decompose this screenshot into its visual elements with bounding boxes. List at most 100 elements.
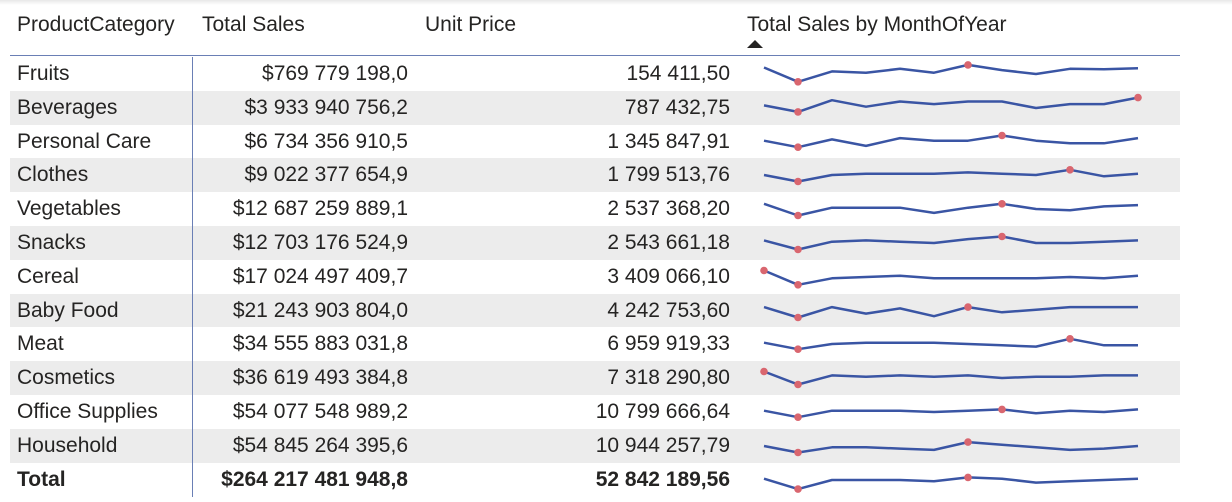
cell-total-sales: $769 779 198,0 <box>262 62 408 85</box>
sparkline-marker <box>998 200 1006 208</box>
sparkline-marker <box>794 313 802 321</box>
cell-product-category: Vegetables <box>17 197 121 221</box>
sparkline <box>760 367 1138 389</box>
sparkline <box>763 93 1142 116</box>
cell-product-category: Meat <box>17 332 64 356</box>
table-row[interactable]: Cereal $17 024 497 409,7 3 409 066,10 <box>10 260 1180 294</box>
cell-unit-price: 4 242 753,60 <box>607 298 730 322</box>
sparkline-marker <box>794 78 802 86</box>
sparkline <box>763 438 1139 457</box>
sparkline-series <box>763 337 1138 351</box>
header-product-category[interactable]: ProductCategory <box>17 13 175 36</box>
sparkline-series <box>763 63 1139 84</box>
cell-total-sales: $21 243 903 804,0 <box>232 298 408 322</box>
cell-unit-price: 154 411,50 <box>626 62 730 85</box>
sparkline-series <box>763 305 1138 319</box>
cell-unit-price: 2 543 661,18 <box>607 230 730 254</box>
sparkline <box>763 200 1139 220</box>
visual-top-edge <box>0 0 1232 5</box>
sparkline-marker <box>998 232 1006 241</box>
sparkline-marker <box>794 484 802 493</box>
sparkline-series <box>763 235 1139 251</box>
cell-unit-price: 787 432,75 <box>624 95 730 119</box>
sparkline-marker <box>998 405 1006 414</box>
cell-total-sales: $54 077 548 989,2 <box>232 399 408 423</box>
table-row[interactable]: Baby Food $21 243 903 804,0 4 242 753,60 <box>10 293 1180 328</box>
cell-product-category: Clothes <box>17 163 89 187</box>
table-row[interactable]: Cosmetics $36 619 493 384,8 7 318 290,80 <box>10 361 1180 395</box>
table-row[interactable]: Office Supplies $54 077 548 989,2 10 799 6… <box>10 395 1180 429</box>
sparkline-series <box>763 440 1139 454</box>
sparkline <box>763 61 1139 86</box>
header-sparkline[interactable]: Total Sales by MonthOfYear <box>747 13 1007 36</box>
cell-unit-price: 6 959 919,33 <box>607 332 730 356</box>
cell-total-sales: $54 845 264 395,6 <box>232 433 408 457</box>
cell-unit-price: 1 799 513,76 <box>607 163 730 187</box>
column-divider <box>192 57 193 497</box>
sparkline-series <box>763 475 1139 490</box>
cell-total-sales: $3 933 940 756,2 <box>244 95 409 119</box>
sparkline <box>760 266 1139 289</box>
cell-product-category: Snacks <box>17 230 86 254</box>
sparkline-marker <box>1066 166 1074 174</box>
sparkline-marker <box>794 211 802 220</box>
cell-total-sales: $17 024 497 409,7 <box>232 264 408 288</box>
sparkline-marker <box>794 345 802 354</box>
cell-unit-price: 1 345 847,91 <box>607 129 730 153</box>
cell-total-sales: $36 619 493 384,8 <box>232 366 408 390</box>
sparkline-marker <box>760 367 768 376</box>
sparkline-series <box>763 370 1138 386</box>
sparkline-marker <box>794 448 802 457</box>
table-row[interactable]: Clothes $9 022 377 654,9 1 799 513,76 <box>10 158 1180 193</box>
header-total-sales[interactable]: Total Sales <box>202 13 305 36</box>
cell-total-sales: $34 555 883 031,8 <box>232 332 408 356</box>
cell-product-category: Household <box>17 433 118 457</box>
sparkline <box>763 335 1138 354</box>
table-row[interactable]: Beverages $3 933 940 756,2 787 432,75 <box>10 90 1180 125</box>
cell-unit-price: 3 409 066,10 <box>607 264 730 288</box>
sparkline <box>763 166 1139 186</box>
cell-unit-price: 52 842 189,56 <box>595 467 730 491</box>
sparkline-marker <box>794 380 802 389</box>
cell-total-sales: $264 217 481 948,8 <box>221 467 408 491</box>
cell-product-category: Personal Care <box>17 129 152 153</box>
sparkline-series <box>763 168 1139 184</box>
cell-product-category: Office Supplies <box>17 399 158 423</box>
total-row[interactable]: Total $264 217 481 948,8 52 842 189,56 <box>10 463 1180 497</box>
sparkline-marker <box>964 61 972 69</box>
table-header: ProductCategory Total Sales Unit Price T… <box>0 0 1232 58</box>
sparkline-marker <box>794 245 802 254</box>
sparkline-marker <box>794 413 802 421</box>
cell-product-category: Total <box>17 467 66 491</box>
sparkline-series <box>763 96 1139 113</box>
sparkline <box>763 232 1139 254</box>
header-divider <box>10 55 1180 56</box>
sparkline-series <box>763 408 1139 419</box>
table-row[interactable]: Meat $34 555 883 031,8 6 959 919,33 <box>10 327 1180 361</box>
table-row[interactable]: Fruits $769 779 198,0 154 411,50 <box>10 57 1180 91</box>
sparkline-marker <box>794 107 802 116</box>
sparkline-marker <box>794 280 802 289</box>
cell-product-category: Cereal <box>17 264 79 288</box>
sparkline-marker <box>794 142 802 151</box>
sort-descending-icon[interactable] <box>747 40 763 48</box>
cell-total-sales: $6 734 356 910,5 <box>244 129 409 153</box>
header-unit-price[interactable]: Unit Price <box>425 13 517 36</box>
sparkline-series <box>763 133 1139 149</box>
sparkline-marker <box>794 178 802 186</box>
cell-product-category: Fruits <box>17 62 70 85</box>
table-row[interactable]: Household $54 845 264 395,6 10 944 257,79 <box>10 428 1180 463</box>
sparkline-marker <box>964 473 972 481</box>
table-row[interactable]: Vegetables $12 687 259 889,1 2 537 368,20 <box>10 192 1180 226</box>
sparkline-marker <box>964 438 972 446</box>
cell-product-category: Cosmetics <box>17 366 116 390</box>
sparkline-series <box>763 202 1139 217</box>
sparkline <box>763 302 1138 321</box>
table-row[interactable]: Personal Care $6 734 356 910,5 1 345 847,9… <box>10 125 1180 159</box>
cell-total-sales: $12 687 259 889,1 <box>232 197 408 221</box>
cell-product-category: Baby Food <box>17 298 119 322</box>
sparkline <box>763 473 1139 493</box>
table-row[interactable]: Snacks $12 703 176 524,9 2 543 661,18 <box>10 225 1180 260</box>
sparkline-series <box>763 269 1139 286</box>
cell-unit-price: 7 318 290,80 <box>607 366 730 390</box>
